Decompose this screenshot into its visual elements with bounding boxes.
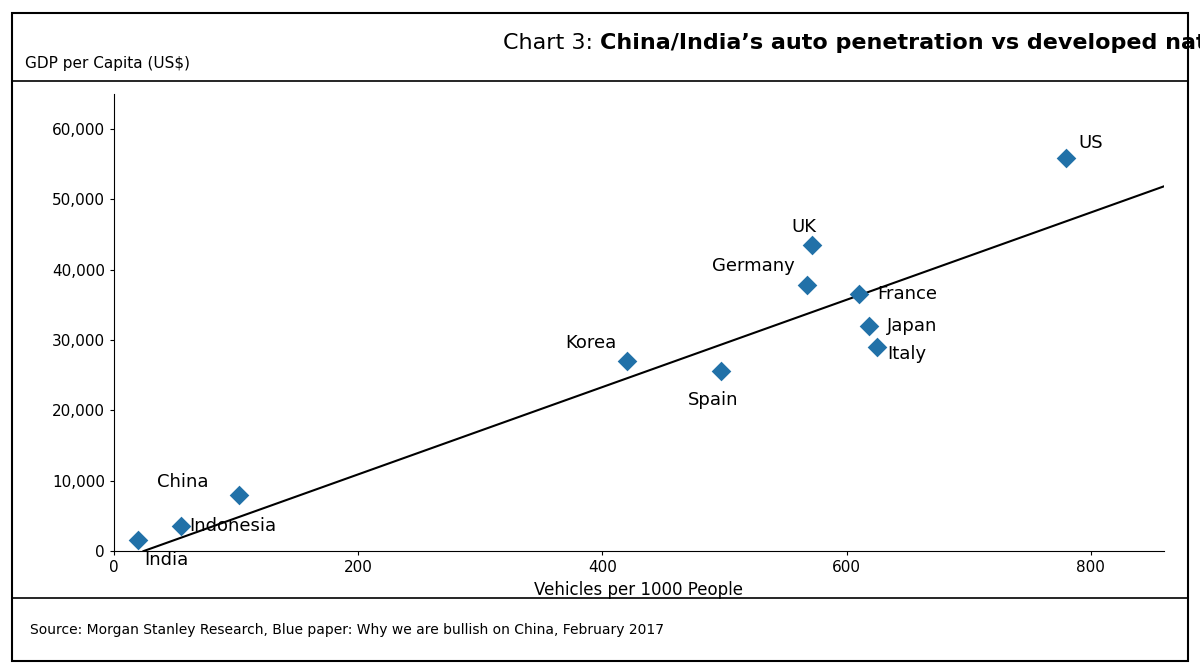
Text: China: China (157, 473, 209, 491)
Point (128, 534, 148, 545)
Text: Source: Morgan Stanley Research, Blue paper: Why we are bullish on China, Februa: Source: Morgan Stanley Research, Blue pa… (30, 623, 664, 637)
Text: France: France (877, 285, 937, 303)
Point (798, 280, 817, 291)
Text: China/India’s auto penetration vs developed nations 2015: China/India’s auto penetration vs develo… (600, 33, 1200, 53)
X-axis label: Vehicles per 1000 People: Vehicles per 1000 People (534, 580, 744, 599)
Text: Japan: Japan (887, 317, 937, 335)
Text: Indonesia: Indonesia (190, 518, 277, 536)
Text: Germany: Germany (713, 257, 796, 275)
Text: Chart 3:: Chart 3: (503, 33, 600, 53)
Text: GDP per Capita (US$): GDP per Capita (US$) (25, 55, 190, 71)
Point (803, 240, 822, 250)
Point (229, 490, 248, 501)
Point (1057, 153, 1076, 164)
Point (172, 521, 191, 532)
Point (712, 365, 731, 376)
Point (859, 321, 878, 331)
Text: US: US (1079, 134, 1103, 152)
Text: Italy: Italy (887, 345, 926, 363)
Point (850, 289, 869, 299)
Text: Spain: Spain (688, 391, 738, 409)
Point (617, 355, 636, 366)
Text: Korea: Korea (565, 335, 617, 353)
Point (868, 341, 887, 352)
Text: India: India (144, 550, 188, 568)
Text: UK: UK (792, 218, 817, 236)
